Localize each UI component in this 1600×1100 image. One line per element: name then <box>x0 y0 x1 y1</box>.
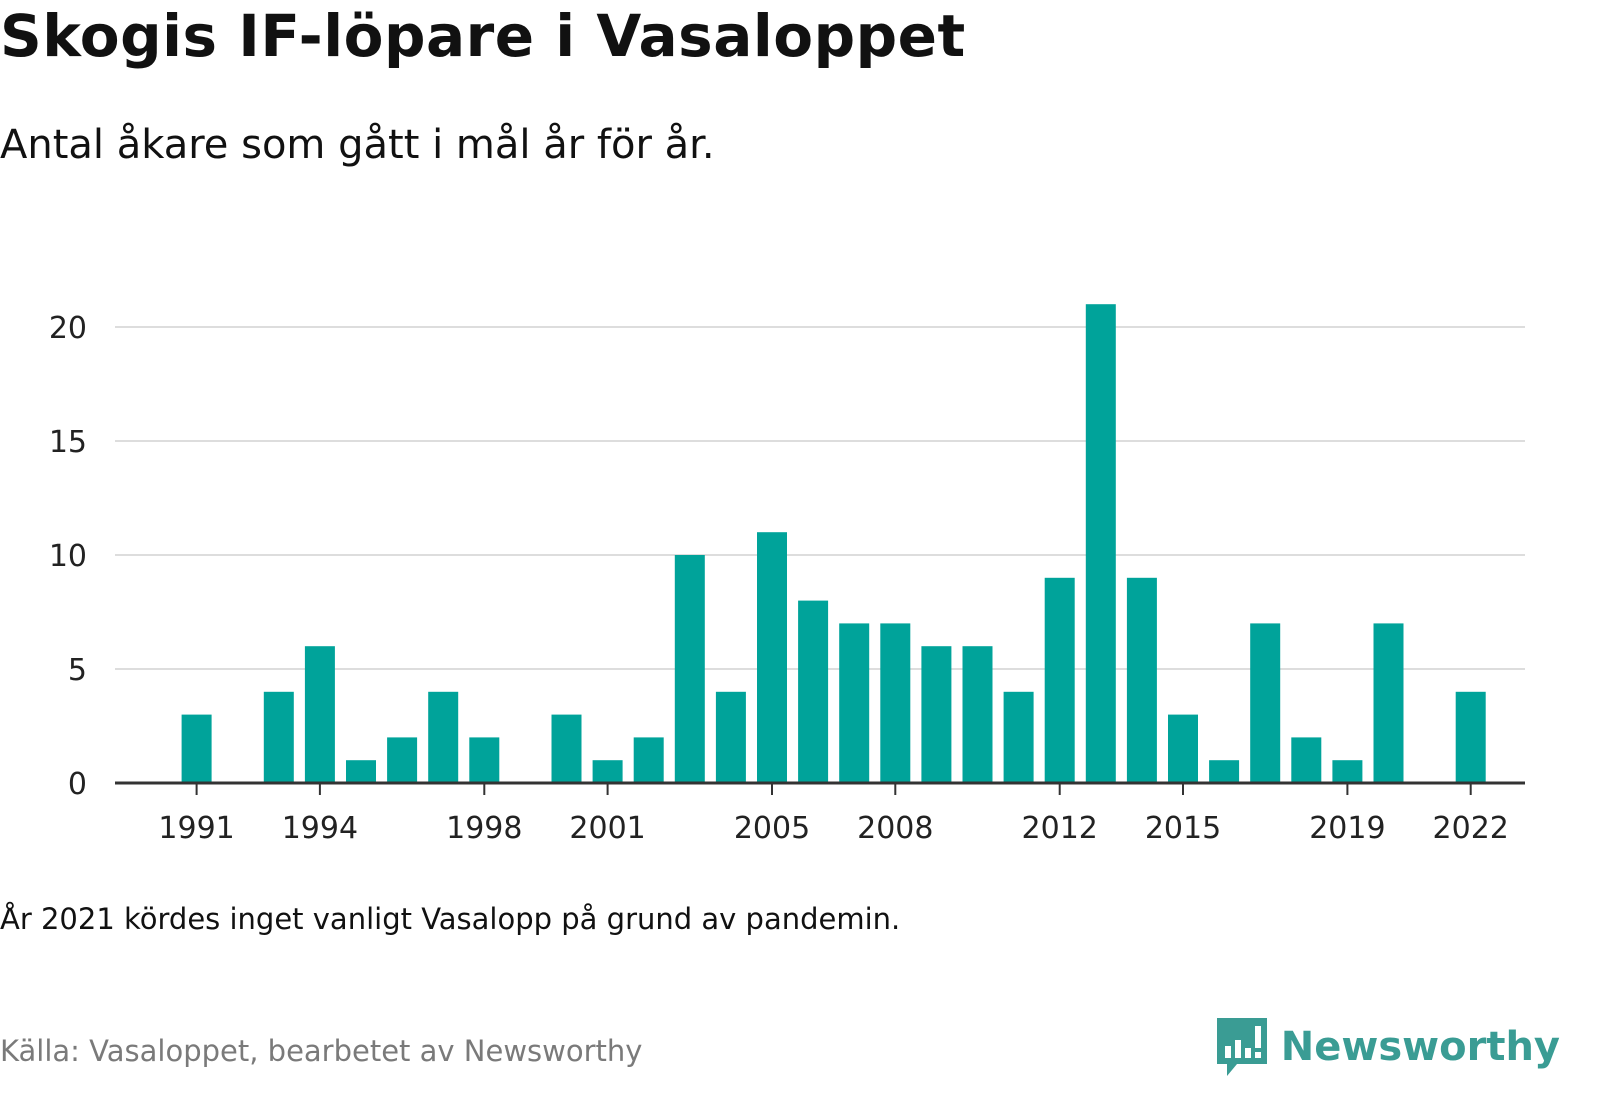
bar-1997 <box>428 691 459 783</box>
x-tick-label: 1994 <box>282 811 358 846</box>
y-tick-label: 0 <box>68 767 87 802</box>
bar-2010 <box>962 646 993 783</box>
bar-2014 <box>1126 577 1157 783</box>
x-tick-label: 2015 <box>1145 811 1221 846</box>
bar-2012 <box>1044 577 1075 783</box>
newsworthy-logo-icon <box>1216 1018 1267 1076</box>
bar-2005 <box>757 532 787 783</box>
bar-2004 <box>715 691 746 783</box>
x-tick-label: 1998 <box>446 811 522 846</box>
x-tick-label: 2008 <box>857 811 933 846</box>
bar-1991 <box>181 714 212 783</box>
bar-2002 <box>633 737 664 783</box>
bar-2016 <box>1209 760 1240 783</box>
bar-2020 <box>1373 623 1404 783</box>
y-tick-labels: 0 5 10 15 20 <box>49 311 87 802</box>
y-tick-label: 5 <box>68 653 87 688</box>
bar-2022 <box>1455 691 1486 783</box>
x-tick-label: 1991 <box>158 811 234 846</box>
bar-1998 <box>469 737 500 783</box>
y-tick-label: 10 <box>49 539 87 574</box>
bar-2013 <box>1085 304 1116 783</box>
chart-subtitle: Antal åkare som gått i mål år för år. <box>0 122 715 168</box>
bar-2017 <box>1250 623 1281 783</box>
newsworthy-logo: Newsworthy <box>1216 1018 1560 1076</box>
chart-title: Skogis IF-löpare i Vasaloppet <box>0 2 966 70</box>
bar-2006 <box>798 600 829 783</box>
x-tick-label: 2012 <box>1022 811 1098 846</box>
logo-text: Newsworthy <box>1280 1024 1560 1070</box>
y-tick-label: 15 <box>49 425 87 460</box>
x-tick-label: 2019 <box>1309 811 1385 846</box>
source-credit: Källa: Vasaloppet, bearbetet av Newswort… <box>0 1034 643 1068</box>
bar-1996 <box>387 737 418 783</box>
bar-1994 <box>304 646 335 783</box>
x-tick-labels: 1991 1994 1998 2001 2005 2008 2012 2015 2019 2022 <box>158 811 1508 846</box>
bars <box>181 304 1486 783</box>
bar-2003 <box>674 555 705 783</box>
bar-2015 <box>1168 714 1198 783</box>
bar-2001 <box>592 760 623 783</box>
bar-2000 <box>551 714 582 783</box>
bar-2011 <box>1003 691 1034 783</box>
bar-1995 <box>346 760 376 783</box>
x-tick-label: 2022 <box>1433 811 1509 846</box>
x-tick-label: 2001 <box>569 811 645 846</box>
bar-2007 <box>839 623 870 783</box>
bar-2009 <box>921 646 952 783</box>
bar-1993 <box>263 691 294 783</box>
bar-2018 <box>1291 737 1322 783</box>
bar-2019 <box>1332 760 1363 783</box>
x-tick-label: 2005 <box>734 811 810 846</box>
axes <box>115 781 1525 795</box>
y-tick-label: 20 <box>49 311 87 346</box>
bar-2008 <box>880 623 911 783</box>
footnote: År 2021 kördes inget vanligt Vasalopp på… <box>0 902 901 936</box>
